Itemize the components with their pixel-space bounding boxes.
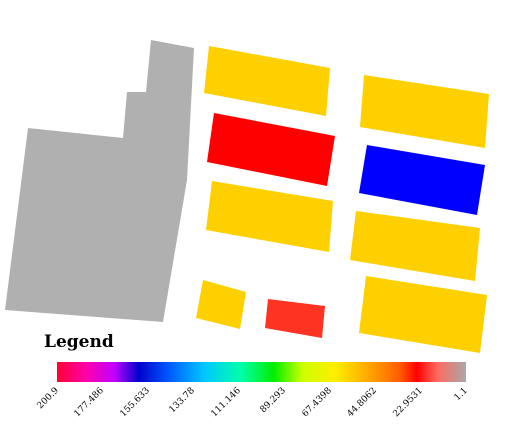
legend-ticks: 200.9 177.486 155.633 133.78 111.146 89.… — [36, 386, 470, 420]
parcel-gray-large[interactable] — [5, 40, 194, 322]
legend-tick-label: 1.1 — [453, 386, 470, 403]
legend-tick-label: 177.486 — [73, 386, 107, 420]
parcel-yellow-top-right[interactable] — [360, 75, 489, 148]
legend-tick-label: 22.9531 — [392, 386, 425, 419]
legend-colorbar — [57, 362, 466, 382]
legend-gradient-bar — [57, 362, 466, 382]
map-features — [5, 40, 489, 353]
legend-tick-label: 44.8062 — [346, 386, 379, 419]
legend-tick-label: 200.9 — [36, 386, 61, 411]
parcel-yellow-small-bottom[interactable] — [196, 280, 246, 329]
legend-tick-label: 155.633 — [119, 386, 153, 420]
parcel-red-center[interactable] — [207, 113, 335, 186]
legend-tick-label: 89.293 — [259, 386, 289, 416]
parcel-yellow-top-center[interactable] — [204, 46, 330, 116]
legend-tick-label: 111.146 — [210, 386, 244, 420]
legend-tick-label: 133.78 — [168, 386, 198, 416]
parcel-yellow-mid-right[interactable] — [350, 211, 480, 281]
parcel-blue-right[interactable] — [359, 145, 485, 215]
legend-tick-label: 67.4398 — [301, 386, 335, 420]
parcel-yellow-bottom-right[interactable] — [359, 276, 487, 353]
parcel-yellow-mid-center[interactable] — [206, 181, 333, 252]
legend-title: Legend — [44, 332, 114, 352]
parcel-orange-red-small[interactable] — [265, 299, 325, 338]
